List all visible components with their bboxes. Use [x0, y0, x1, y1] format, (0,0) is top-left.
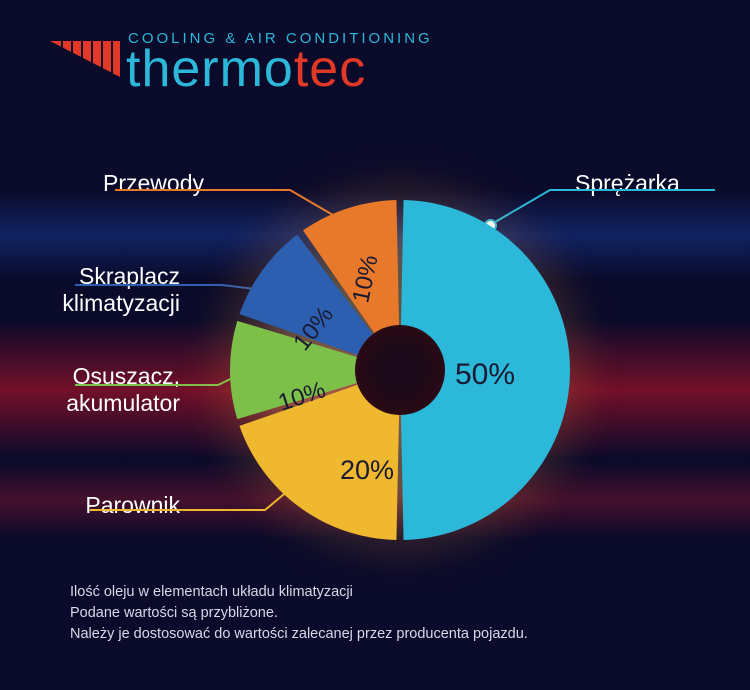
footer-note: Ilość oleju w elementach układu klimatyz…	[70, 582, 528, 645]
footer-line3: Należy je dostosować do wartości zalecan…	[70, 624, 528, 645]
footer-line1: Ilość oleju w elementach układu klimatyz…	[70, 582, 528, 603]
label-parownik: Parownik	[85, 492, 180, 520]
pct-parownik: 20%	[340, 455, 394, 486]
brand-logo: COOLING & AIR CONDITIONING thermotec	[50, 30, 433, 95]
donut-hole	[355, 325, 445, 415]
logo-triangle-icon	[50, 41, 120, 77]
label-osuszacz: Osuszacz, akumulator	[66, 335, 180, 418]
brand-wordmark-part2: tec	[294, 40, 366, 98]
label-przewody: Przewody	[103, 170, 204, 198]
label-sprezarka: Sprężarka	[575, 170, 680, 198]
label-skraplacz: Skraplacz klimatyzacji	[62, 235, 180, 318]
brand-wordmark: thermotec	[126, 43, 366, 95]
brand-wordmark-part1: thermo	[126, 40, 294, 98]
donut-chart: 50% 20% 10% 10% 10%	[230, 200, 570, 540]
footer-line2: Podane wartości są przybliżone.	[70, 603, 528, 624]
pct-sprezarka: 50%	[455, 358, 515, 392]
